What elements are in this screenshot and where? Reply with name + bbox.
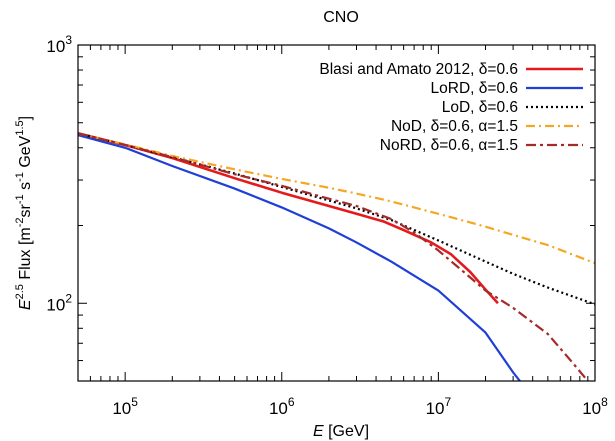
legend-label-5: NoRD, δ=0.6, α=1.5	[380, 137, 518, 154]
legend-label-2: LoRD, δ=0.6	[431, 80, 518, 97]
series-line-1	[78, 133, 498, 303]
series-line-5	[78, 133, 588, 381]
chart-title: CNO	[323, 9, 359, 26]
y-tick-label: 103	[46, 33, 72, 56]
legend-label-3: LoD, δ=0.6	[442, 99, 518, 116]
x-tick-label: 108	[582, 395, 608, 418]
legend-label-4: NoD, δ=0.6, α=1.5	[391, 118, 518, 135]
legend-label-1: Blasi and Amato 2012, δ=0.6	[319, 61, 518, 78]
x-tick-label: 105	[112, 395, 138, 418]
y-axis-label: E2.5 Flux [m-2sr-1 s-1 GeV1.5]	[14, 116, 34, 310]
legend: Blasi and Amato 2012, δ=0.6 LoRD, δ=0.6 Lo…	[319, 61, 583, 154]
x-tick-label: 107	[426, 395, 452, 418]
series-layer	[78, 133, 595, 383]
x-tick-label: 106	[269, 395, 295, 418]
y-tick-label: 102	[46, 291, 72, 314]
tick-labels-layer: 105 106 107 108 102 103	[46, 33, 608, 418]
x-axis-label: E [GeV]	[313, 423, 369, 440]
